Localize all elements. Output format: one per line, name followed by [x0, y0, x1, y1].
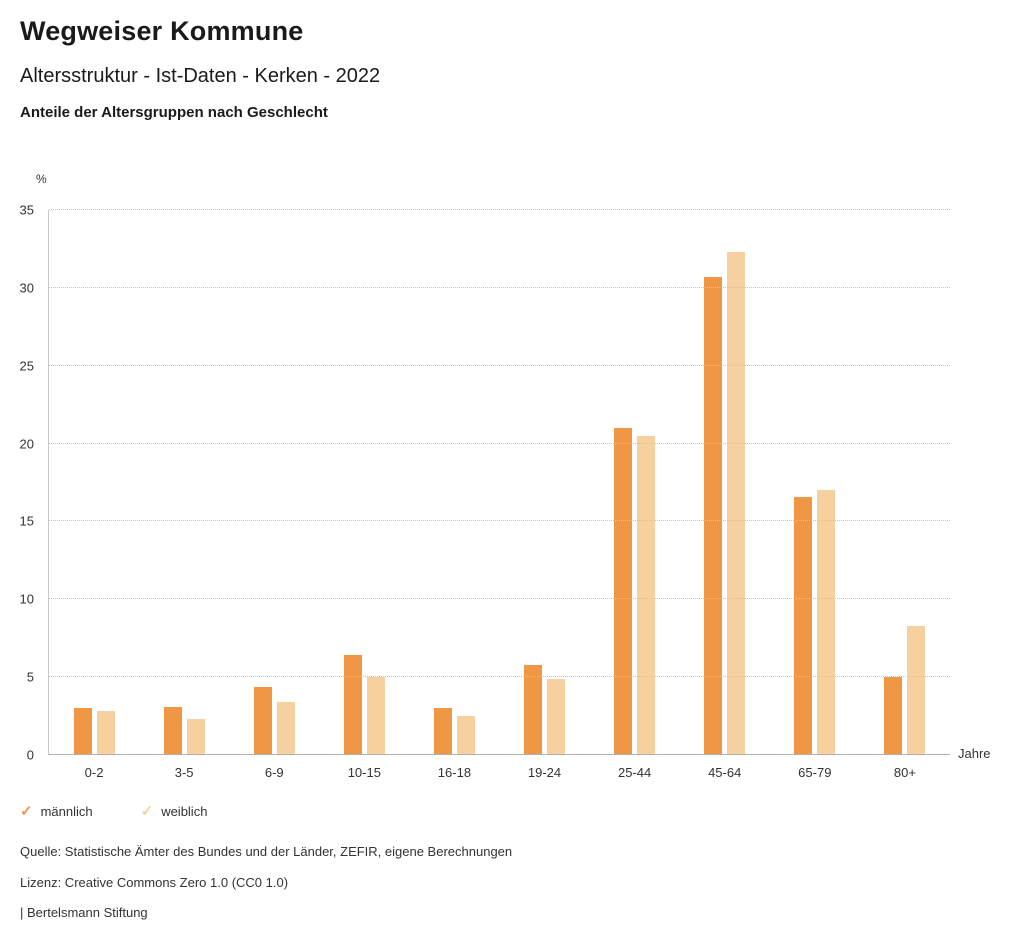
x-tick-label-16-18: 16-18: [437, 765, 472, 780]
checkmark-icon: ✓: [140, 803, 154, 820]
chart-header: Wegweiser Kommune Altersstruktur - Ist-D…: [20, 0, 380, 121]
x-tick-label-6-9: 6-9: [264, 765, 284, 780]
y-axis-unit-label: %: [36, 172, 47, 186]
bar-männlich-6-9[interactable]: [253, 686, 272, 755]
gridline-30: [49, 286, 950, 288]
legend-item-männlich[interactable]: ✓ männlich: [20, 804, 93, 819]
bar-männlich-25-44[interactable]: [614, 428, 633, 755]
bar-weiblich-16-18[interactable]: [456, 716, 475, 755]
gridline-5: [49, 676, 950, 678]
bar-group-45-64: 45-64: [704, 210, 746, 780]
plot-area: 0-2 3-5 6-9 10-15 16-18 19-24 25-44 45-64 65-79 8…: [48, 209, 950, 780]
bar-group-10-15: 10-15: [343, 210, 385, 780]
x-tick-label-10-15: 10-15: [347, 765, 381, 780]
bar-männlich-10-15[interactable]: [343, 655, 362, 755]
legend: ✓ männlich ✓ weiblich: [20, 804, 207, 819]
bar-männlich-3-5[interactable]: [163, 706, 182, 755]
bar-weiblich-45-64[interactable]: [727, 252, 746, 755]
bar-group-6-9: 6-9: [253, 210, 295, 780]
y-tick-label-35: 35: [19, 202, 34, 218]
bar-weiblich-3-5[interactable]: [186, 719, 205, 755]
attribution-text: | Bertelsmann Stiftung: [20, 905, 148, 920]
bar-group-16-18: 16-18: [433, 210, 475, 780]
bar-männlich-0-2[interactable]: [73, 708, 92, 755]
gridline-0: [49, 754, 950, 755]
bar-weiblich-80+[interactable]: [907, 625, 926, 755]
x-tick-label-0-2: 0-2: [84, 765, 104, 780]
y-tick-label-10: 10: [19, 591, 34, 607]
bar-group-80+: 80+: [884, 210, 926, 780]
x-tick-label-65-79: 65-79: [798, 765, 832, 780]
bar-weiblich-6-9[interactable]: [276, 702, 295, 755]
legend-item-label: weiblich: [161, 804, 208, 819]
x-axis-unit-label: Jahre: [958, 746, 991, 761]
bar-group-65-79: 65-79: [794, 210, 836, 780]
bar-group-3-5: 3-5: [163, 210, 205, 780]
x-tick-label-25-44: 25-44: [617, 765, 652, 780]
y-tick-label-25: 25: [19, 358, 34, 374]
chart-subtitle: Altersstruktur - Ist-Daten - Kerken - 20…: [20, 65, 381, 87]
bar-weiblich-19-24[interactable]: [547, 678, 566, 755]
bar-group-25-44: 25-44: [614, 210, 656, 780]
gridline-10: [49, 598, 950, 600]
x-tick-label-80+: 80+: [893, 765, 916, 780]
bar-groups: 0-2 3-5 6-9 10-15 16-18 19-24 25-44 45-64 65-79 8…: [49, 210, 950, 780]
chart-heading: Anteile der Altersgruppen nach Geschlech…: [20, 104, 328, 121]
y-tick-label-5: 5: [26, 669, 34, 685]
x-tick-label-45-64: 45-64: [708, 765, 742, 780]
y-tick-label-30: 30: [19, 280, 34, 296]
y-axis-tick-labels: 0 5 10 15 20 25 30 35: [0, 203, 34, 763]
legend-item-label: männlich: [40, 804, 93, 819]
source-text: Quelle: Statistische Ämter des Bundes un…: [20, 844, 513, 859]
bar-männlich-19-24[interactable]: [524, 664, 543, 755]
bar-weiblich-10-15[interactable]: [366, 677, 385, 755]
license-text: Lizenz: Creative Commons Zero 1.0 (CC0 1…: [20, 875, 289, 890]
bar-group-0-2: 0-2: [73, 210, 115, 780]
y-tick-label-20: 20: [19, 436, 34, 452]
bar-männlich-65-79[interactable]: [794, 496, 813, 755]
bar-weiblich-0-2[interactable]: [96, 711, 115, 755]
page-title: Wegweiser Kommune: [20, 16, 304, 46]
bar-weiblich-65-79[interactable]: [817, 490, 836, 755]
bar-männlich-45-64[interactable]: [704, 276, 723, 755]
checkmark-icon: ✓: [20, 803, 33, 820]
x-tick-label-19-24: 19-24: [527, 765, 562, 780]
bar-group-19-24: 19-24: [524, 210, 566, 780]
legend-item-weiblich[interactable]: ✓ weiblich: [141, 804, 208, 819]
bar-männlich-80+[interactable]: [884, 677, 903, 755]
y-tick-label-15: 15: [19, 513, 34, 529]
x-tick-label-3-5: 3-5: [174, 765, 194, 780]
gridline-20: [49, 442, 950, 444]
gridline-15: [49, 520, 950, 522]
bar-männlich-16-18[interactable]: [433, 708, 452, 755]
bar-weiblich-25-44[interactable]: [637, 435, 656, 755]
gridline-25: [49, 364, 950, 366]
gridline-35: [49, 209, 950, 210]
y-tick-label-0: 0: [26, 747, 34, 763]
